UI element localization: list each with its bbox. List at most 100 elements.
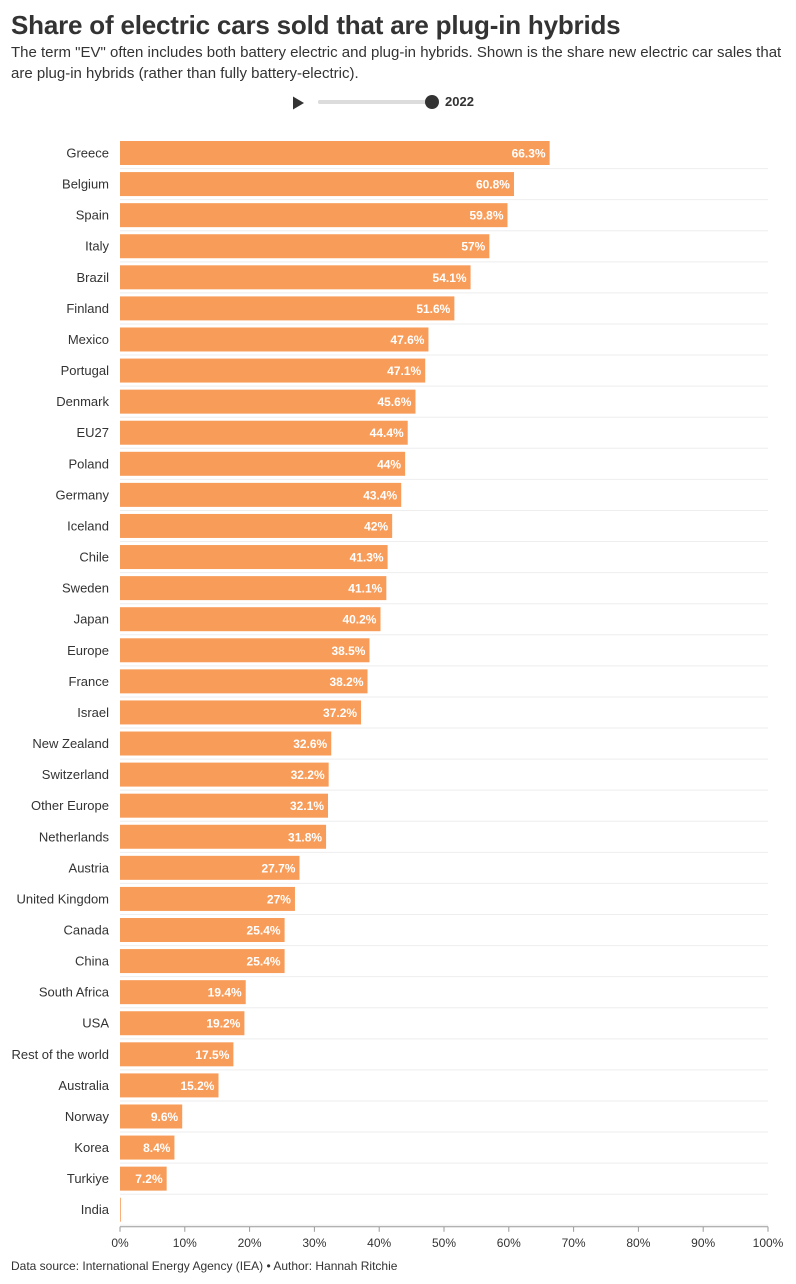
bar-value-label: 27% [267,892,291,906]
bar-value-label: 47.1% [387,364,421,378]
bar-value-label: 38.5% [331,644,365,658]
bar-value-label: 42% [364,519,388,533]
slider-handle[interactable] [425,95,439,109]
x-tick-label: 100% [753,1236,784,1250]
bar [120,669,368,694]
category-label: Poland [69,456,109,471]
category-label: Switzerland [42,767,109,782]
bar-value-label: 32.2% [291,768,325,782]
bar-value-label: 27.7% [261,861,295,875]
bar-value-label: 9.6% [151,1110,179,1124]
category-label: USA [82,1016,109,1031]
bar [120,513,393,538]
bar-value-label: 57% [461,240,485,254]
bar-value-label: 15.2% [180,1079,214,1093]
category-label: Austria [69,860,110,875]
bar [120,855,300,880]
bar-value-label: 47.6% [390,333,424,347]
bar [120,731,332,756]
bar [120,762,329,787]
x-tick-label: 10% [173,1236,197,1250]
category-label: Europe [67,643,109,658]
bar-value-label: 66.3% [512,147,546,161]
category-label: Spain [76,208,109,223]
bar-value-label: 44.4% [370,426,404,440]
category-label: New Zealand [32,736,109,751]
category-label: Denmark [56,394,109,409]
bar [120,203,508,228]
category-label: Chile [79,550,109,565]
category-label: Rest of the world [11,1047,109,1062]
category-label: Italy [85,239,109,254]
category-label: Australia [58,1078,109,1093]
source-footer: Data source: International Energy Agency… [11,1259,398,1273]
bar [120,327,429,352]
category-label: United Kingdom [17,891,110,906]
category-label: India [81,1202,110,1217]
bar [120,389,416,414]
category-label: Norway [65,1109,110,1124]
bar [120,1011,245,1036]
bar [120,265,471,290]
play-icon [293,96,304,110]
slider-fill [318,100,432,104]
bar [120,949,285,974]
category-label: Other Europe [31,798,109,813]
bar [120,451,406,476]
chart-subtitle: The term "EV" often includes both batter… [11,44,782,82]
bar [120,545,388,570]
category-label: Israel [77,705,109,720]
timeline-controls: 2022 [290,90,490,114]
bar-value-label: 31.8% [288,830,322,844]
year-slider[interactable] [318,95,439,109]
x-tick-label: 70% [562,1236,586,1250]
bar [120,607,381,632]
x-tick-label: 90% [691,1236,715,1250]
bar [120,1166,167,1191]
x-tick-label: 30% [302,1236,326,1250]
bar [120,793,329,818]
x-tick-label: 80% [626,1236,650,1250]
bar [120,918,285,942]
bar [120,141,550,165]
category-label: Germany [56,487,110,502]
category-label: Canada [63,923,109,938]
bar [120,1073,219,1098]
bar-value-label: 38.2% [330,675,364,689]
bar-value-label: 45.6% [377,395,411,409]
bar-value-label: 25.4% [247,924,281,938]
category-label: Mexico [68,332,109,347]
bar-value-label: 41.1% [348,582,382,596]
bar-value-label: 37.2% [323,706,357,720]
play-button[interactable] [290,95,306,111]
category-label: Greece [66,146,109,161]
year-label: 2022 [445,94,474,109]
bar [120,482,402,507]
bar [120,296,455,321]
category-label: South Africa [39,985,110,1000]
bar-value-label: 60.8% [476,178,510,192]
bar-value-label: 54.1% [433,271,467,285]
category-label: Portugal [61,363,110,378]
bar-value-label: 32.6% [293,737,327,751]
category-label: Finland [66,301,109,316]
category-label: Sweden [62,581,109,596]
bar-value-label: 19.2% [206,1017,240,1031]
bar-value-label: 8.4% [143,1141,171,1155]
bar-value-label: 40.2% [342,613,376,627]
category-label: Brazil [76,270,109,285]
bar [120,980,246,1005]
category-label: Turkiye [67,1171,109,1186]
bar-value-label: 17.5% [195,1048,229,1062]
bar [120,172,514,197]
category-label: France [69,674,109,689]
bar [120,420,408,445]
bar [120,1135,175,1160]
bar [120,700,362,725]
category-label: EU27 [76,425,109,440]
category-label: Iceland [67,518,109,533]
bar-value-label: 59.8% [469,209,503,223]
bar-value-label: 51.6% [416,302,450,316]
bar-value-label: 44% [377,457,401,471]
bar [120,576,387,601]
